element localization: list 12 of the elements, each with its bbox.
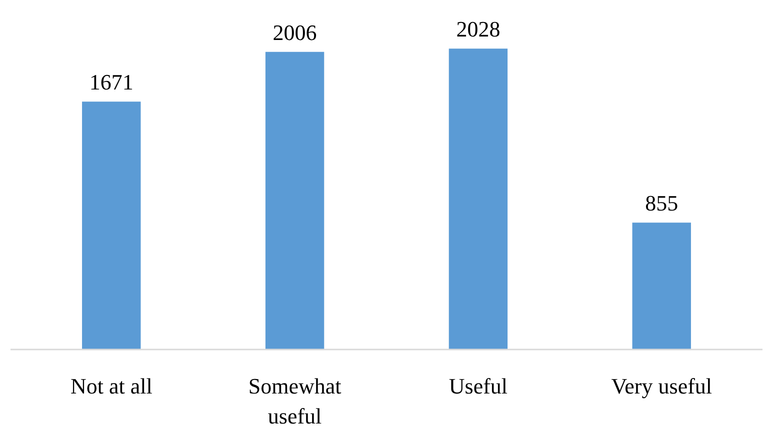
data-label: 1671 (89, 70, 134, 95)
x-tick-label: Very useful (611, 374, 712, 398)
data-label: 855 (645, 190, 678, 216)
bar (448, 48, 508, 350)
x-tick-label: Useful (448, 374, 508, 398)
data-label: 2028 (456, 16, 500, 42)
data-label: 2006 (272, 20, 317, 45)
bar (632, 222, 691, 350)
bar (82, 102, 141, 350)
x-tick-label: Somewhat useful (248, 374, 342, 428)
x-tick-label: Not at all (70, 374, 152, 398)
bar (265, 52, 324, 350)
